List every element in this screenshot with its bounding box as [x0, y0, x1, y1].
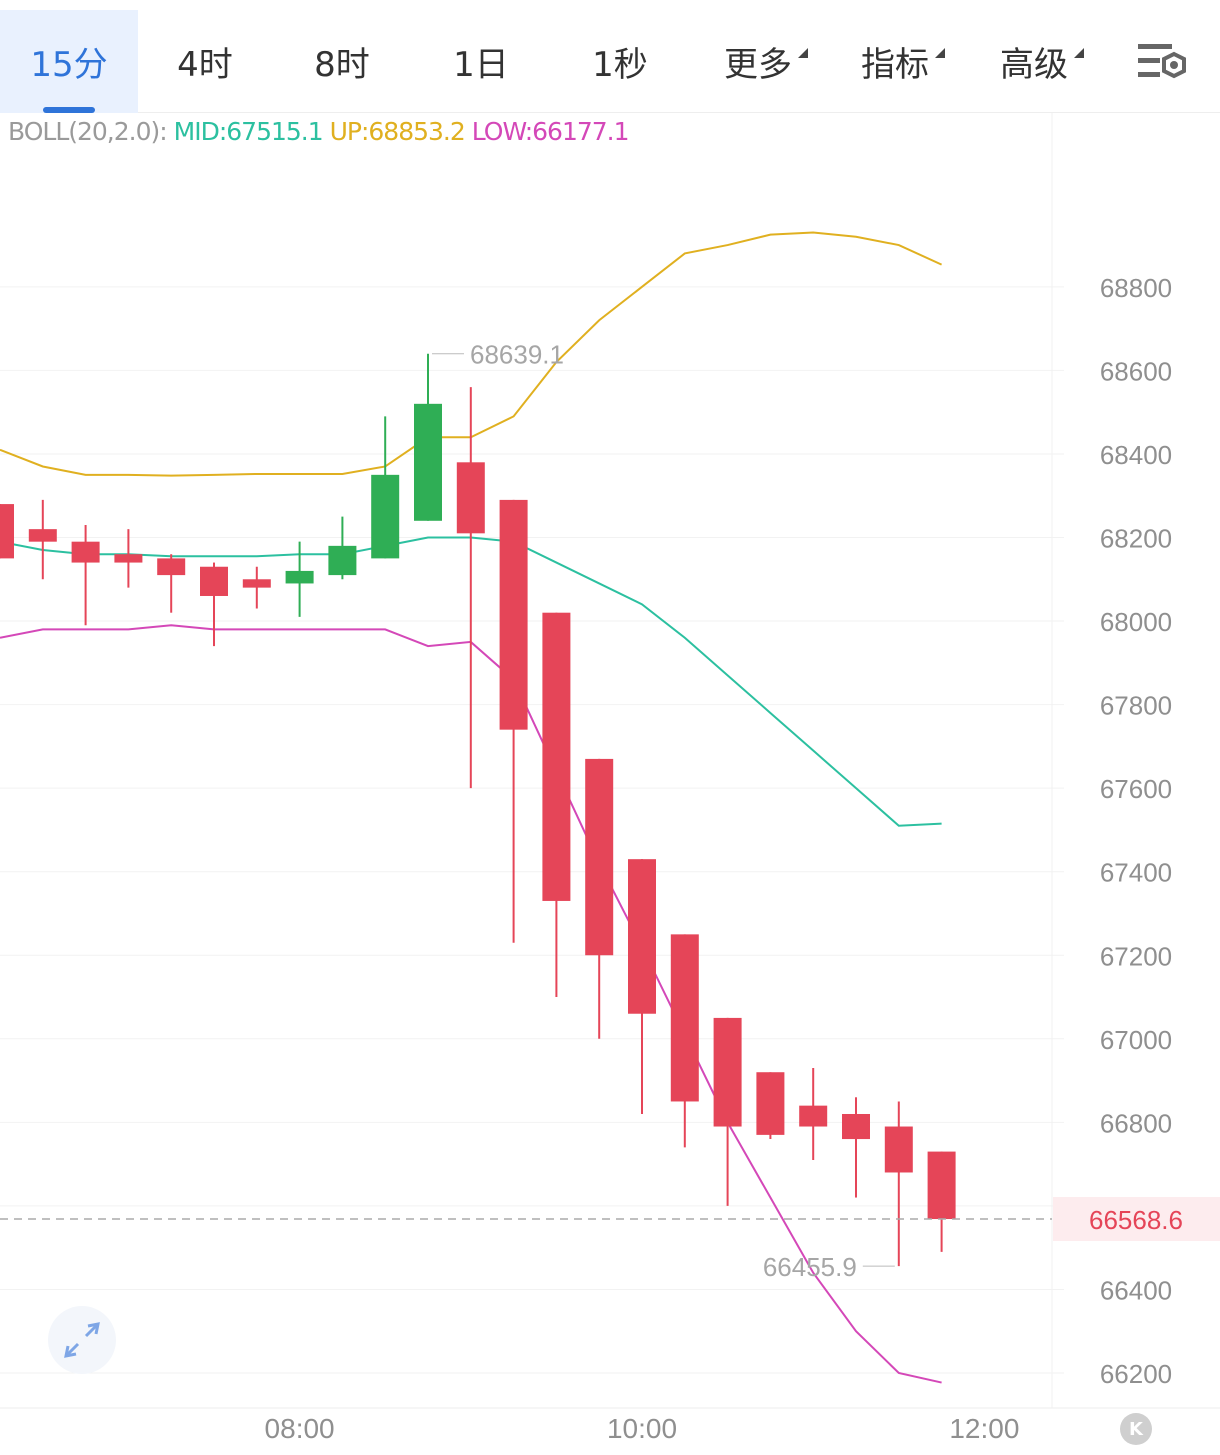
tab-0[interactable]: 15分 [0, 10, 138, 113]
expand-icon [64, 1322, 100, 1358]
x-tick-label: 10:00 [607, 1413, 677, 1444]
tab-label: 1日 [453, 45, 509, 85]
tab-label: 1秒 [592, 45, 648, 85]
candle-body [585, 758, 614, 956]
y-tick-label: 67200 [1100, 941, 1172, 971]
y-tick-label: 66800 [1100, 1108, 1172, 1138]
tab-label: 15分 [30, 45, 108, 85]
dropdown-triangle-icon [1074, 48, 1084, 58]
y-tick-label: 67600 [1100, 774, 1172, 804]
y-tick-label: 68600 [1100, 356, 1172, 386]
y-tick-label: 66400 [1100, 1275, 1172, 1305]
timeframe-tabs: 15分 4时 8时 1日 1秒 更多 指标 高级 [0, 0, 1220, 113]
tab-3[interactable]: 1日 [412, 10, 550, 113]
tab-7[interactable]: 高级 [964, 10, 1104, 113]
boll-indicator-legend: BOLL(20,2.0): MID:67515.1 UP:68853.2 LOW… [8, 117, 630, 146]
boll-low-value: LOW:66177.1 [471, 117, 630, 146]
tab-label: 指标 [861, 37, 945, 86]
fullscreen-button[interactable] [48, 1306, 116, 1374]
y-tick-label: 67400 [1100, 858, 1172, 888]
y-tick-label: 68200 [1100, 524, 1172, 554]
y-tick-label: 67000 [1100, 1025, 1172, 1055]
tab-4[interactable]: 1秒 [550, 10, 690, 113]
candle-body [884, 1126, 913, 1173]
boll-label: BOLL(20,2.0): [8, 117, 168, 146]
candle-body [542, 612, 571, 901]
y-tick-label: 68400 [1100, 440, 1172, 470]
active-tab-indicator [43, 107, 95, 113]
k-logo-icon: K [1120, 1413, 1152, 1445]
candlestick-chart[interactable]: 6620066400666006680067000672006740067600… [0, 113, 1220, 1455]
boll-up-value: UP:68853.2 [329, 117, 466, 146]
candle-body [328, 545, 357, 576]
candle-body [200, 566, 228, 596]
x-tick-label: 08:00 [265, 1413, 335, 1444]
candle-body [242, 579, 271, 588]
y-tick-label: 66200 [1100, 1359, 1172, 1389]
candle-body [414, 403, 442, 521]
tab-label: 4时 [177, 45, 233, 85]
candle-body [114, 554, 143, 563]
candle-body [0, 504, 14, 559]
y-tick-label: 68800 [1100, 273, 1172, 303]
tab-label: 更多 [724, 37, 808, 86]
candle-body [628, 859, 656, 1014]
candle-body [499, 499, 528, 730]
dropdown-triangle-icon [798, 48, 808, 58]
candle-body [456, 462, 485, 534]
tab-label: 8时 [314, 45, 370, 85]
dropdown-triangle-icon [935, 48, 945, 58]
y-tick-label: 68000 [1100, 607, 1172, 637]
y-tick-label: 67800 [1100, 691, 1172, 721]
last-price-label: 66568.6 [1089, 1205, 1183, 1235]
low-marker-label: 66455.9 [763, 1252, 857, 1282]
candle-body [842, 1113, 870, 1140]
tab-2[interactable]: 8时 [272, 10, 412, 113]
candle-body [799, 1105, 828, 1127]
chart-settings-icon [1138, 44, 1186, 79]
candle-body [71, 541, 100, 563]
tab-6[interactable]: 指标 [826, 10, 964, 113]
last-price-badge [1053, 1197, 1220, 1242]
tab-5[interactable]: 更多 [690, 10, 826, 113]
boll-mid-value: MID:67515.1 [173, 117, 324, 146]
candle-body [713, 1017, 742, 1127]
tab-label: 高级 [1000, 37, 1084, 86]
candle-body [756, 1072, 785, 1135]
candle-body [28, 529, 57, 542]
candle-body [670, 934, 699, 1102]
candle-body [371, 474, 400, 559]
candle-body [285, 570, 314, 584]
candle-body [157, 558, 186, 576]
candle-body [927, 1151, 956, 1220]
high-marker-label: 68639.1 [470, 340, 564, 370]
chart-settings-button[interactable] [1134, 38, 1190, 88]
x-tick-label: 12:00 [949, 1413, 1019, 1444]
tab-1[interactable]: 4时 [138, 10, 272, 113]
